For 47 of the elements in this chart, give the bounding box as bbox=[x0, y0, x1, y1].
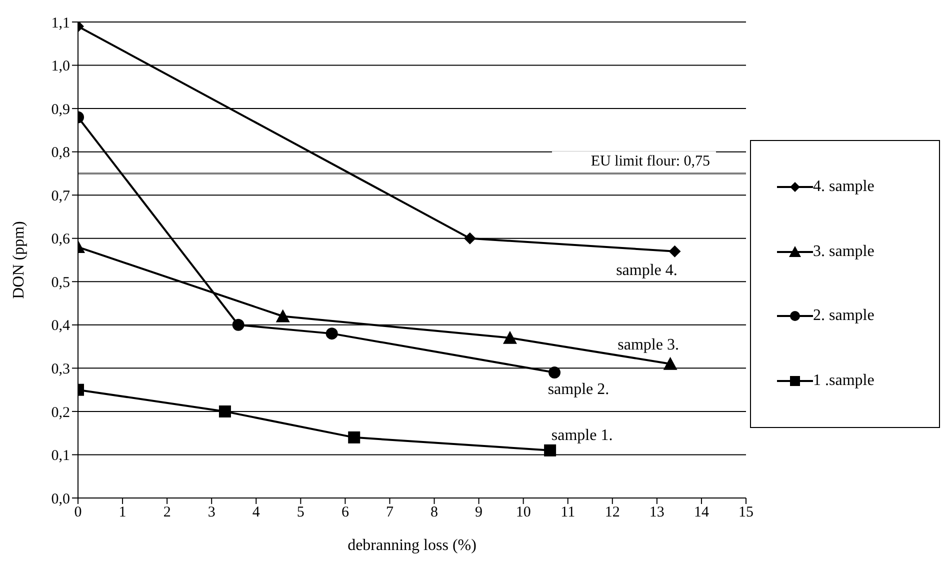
x-tick-label: 5 bbox=[296, 504, 304, 521]
y-tick-label: 0,9 bbox=[51, 102, 70, 118]
x-tick-label: 4 bbox=[252, 504, 260, 521]
x-tick-label: 15 bbox=[738, 504, 754, 521]
y-tick-label: 1,1 bbox=[51, 15, 70, 32]
point bbox=[348, 431, 360, 444]
annotation: sample 1. bbox=[551, 427, 613, 444]
x-tick-label: 1 bbox=[118, 504, 126, 521]
y-tick-label: 0,7 bbox=[51, 188, 70, 204]
point bbox=[326, 328, 338, 340]
x-tick-label: 2 bbox=[163, 504, 171, 521]
legend-label: 2. sample bbox=[813, 307, 874, 326]
ref-line-label: EU limit flour: 0,75 bbox=[590, 153, 710, 170]
y-tick-label: 0,6 bbox=[51, 232, 70, 248]
y-tick-label: 1,0 bbox=[51, 58, 70, 75]
x-tick-label: 0 bbox=[74, 504, 82, 521]
x-axis-title: debranning loss (%) bbox=[348, 537, 476, 554]
legend-label: 3. sample bbox=[813, 242, 874, 261]
x-tick-label: 11 bbox=[560, 504, 576, 521]
annotation: sample 2. bbox=[548, 381, 610, 398]
x-tick-label: 3 bbox=[208, 504, 216, 521]
y-axis-title: DON (ppm) bbox=[10, 221, 28, 299]
y-tick-label: 0,5 bbox=[51, 274, 70, 291]
x-tick-label: 6 bbox=[341, 504, 350, 521]
point bbox=[663, 356, 678, 370]
x-tick-label: 12 bbox=[604, 504, 620, 521]
y-tick-label: 0,0 bbox=[51, 491, 70, 508]
y-tick-label: 0,4 bbox=[51, 318, 70, 334]
y-tick-label: 0,8 bbox=[51, 145, 70, 162]
x-tick-label: 9 bbox=[475, 504, 483, 521]
y-tick-label: 0,3 bbox=[51, 362, 70, 378]
point bbox=[548, 366, 561, 379]
y-tick-label: 0,1 bbox=[51, 448, 70, 464]
point bbox=[544, 444, 556, 456]
x-tick-label: 14 bbox=[694, 504, 710, 521]
annotation: sample 3. bbox=[618, 336, 679, 354]
x-tick-label: 10 bbox=[516, 504, 531, 521]
x-tick-label: 13 bbox=[649, 504, 664, 521]
point bbox=[668, 245, 681, 258]
annotation: sample 4. bbox=[616, 262, 678, 280]
legend-label: 4. sample bbox=[813, 178, 874, 196]
legend-label: 1 .sample bbox=[813, 372, 874, 390]
x-tick-label: 8 bbox=[430, 504, 438, 521]
point bbox=[502, 330, 517, 344]
y-tick-label: 0,2 bbox=[51, 404, 70, 421]
point bbox=[464, 232, 476, 244]
x-tick-label: 7 bbox=[386, 504, 394, 521]
